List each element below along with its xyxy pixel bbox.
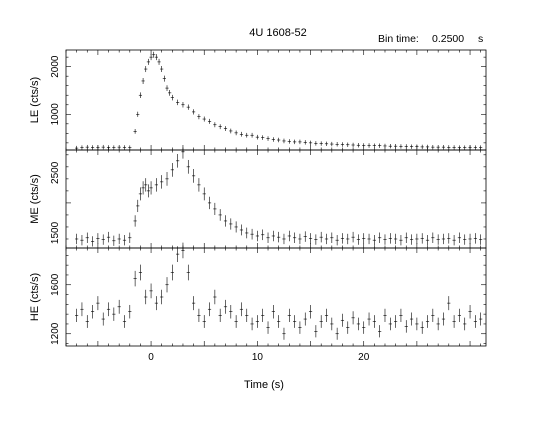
he-y-tick-label: 1200 [50,322,61,345]
x-tick-label: 20 [358,352,370,363]
me-y-tick-label: 1500 [50,221,61,244]
x-tick-label: 10 [252,352,264,363]
bin-time-label: Bin time: [378,33,419,45]
le-panel-frame [65,49,487,151]
he-y-axis-label: HE (cts/s) [29,273,41,321]
x-axis-label: Time (s) [244,379,284,391]
he-panel-frame [65,247,487,347]
he-y-tick-label: 1600 [50,273,61,296]
plot-title: 4U 1608-52 [249,27,307,39]
x-tick-label: 0 [148,352,154,363]
panels-group: 1000 2000 LE (cts/s) 1500 2500 ME (cts/s) 1200… [29,49,487,363]
bin-time-value: 0.2500 [432,33,464,45]
me-panel-frame [65,149,487,249]
le-y-axis-label: LE (cts/s) [29,77,41,123]
le-y-tick-label: 1000 [50,103,61,126]
le-y-tick-label: 2000 [50,55,61,78]
me-y-tick-label: 2500 [50,161,61,184]
bin-time-unit: s [478,33,483,45]
me-y-axis-label: ME (cts/s) [29,174,41,224]
